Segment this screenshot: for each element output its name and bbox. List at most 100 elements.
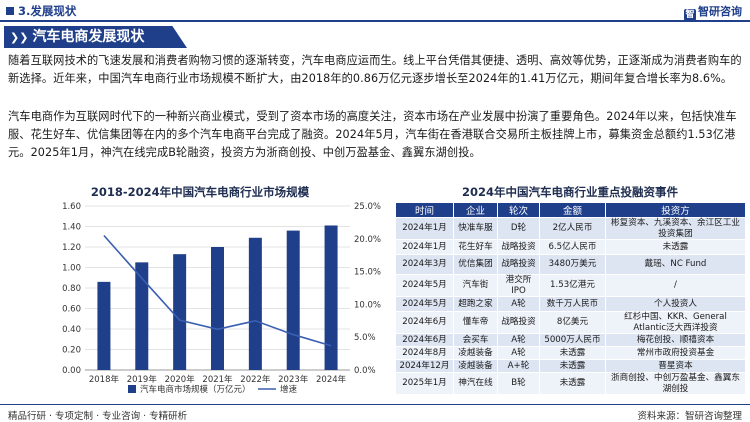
table-cell: 凌越装备 xyxy=(453,359,498,373)
table-cell: 8亿美元 xyxy=(539,311,606,334)
table-cell: 汽车街 xyxy=(453,274,498,297)
y-left-tick: 1.20 xyxy=(62,243,81,253)
bar xyxy=(97,281,111,370)
y-left-tick: 1.00 xyxy=(62,264,81,274)
y-left-tick: 0.80 xyxy=(62,284,81,294)
x-tick-label: 2021年 xyxy=(202,374,233,385)
x-tick-label: 2020年 xyxy=(165,374,196,385)
table-cell: 未透露 xyxy=(539,359,606,373)
paragraph-1: 随着互联网技术的飞速发展和消费者购物习惯的逐渐转变，汽车电商应运而生。线上平台凭… xyxy=(8,54,742,85)
bar xyxy=(173,254,187,370)
footer: 精品行研 · 专项定制 · 专业咨询 · 专精研析 资料来源：智研咨询整理 xyxy=(0,404,750,422)
table-cell: 2024年5月 xyxy=(395,296,454,312)
brand-logo: 智智研咨询 xyxy=(684,3,742,21)
bar xyxy=(286,230,300,370)
table-cell: 2024年6月 xyxy=(395,311,454,334)
table-cell: 个人投资人 xyxy=(605,296,746,312)
bar-series xyxy=(97,225,338,370)
x-tick-label: 2023年 xyxy=(278,374,309,385)
table-cell: 6.5亿人民币 xyxy=(539,239,606,255)
table-cell: 未透露 xyxy=(539,346,606,360)
footer-slogan: 精品行研 · 专项定制 · 专业咨询 · 专精研析 xyxy=(8,411,188,422)
table-row: 2024年12月 凌越装备 A+轮 未透露 晋星资本 xyxy=(395,359,746,373)
table-cell: 神汽在线 xyxy=(453,372,498,395)
legend-bar-swatch xyxy=(128,385,136,393)
y-left-tick: 0.20 xyxy=(62,346,81,356)
table-row: 2024年1月 花生好车 战略投资 6.5亿人民币 未透露 xyxy=(395,239,746,255)
legend-bar-label: 汽车电商市场规模（万亿元） xyxy=(140,384,251,395)
section-label: 3.发展现状 xyxy=(6,3,76,19)
table-cell: 彬复资本、九溪资本、余江区工业投资集团 xyxy=(605,217,746,240)
table-title: 2024年中国汽车电商行业重点投融资事件 xyxy=(461,185,678,199)
bar xyxy=(248,237,262,370)
table-row: 2024年1月 快准车服 D轮 2亿人民币 彬复资本、九溪资本、余江区工业投资集团 xyxy=(395,217,746,240)
y-right-tick: 25.0% xyxy=(354,202,381,212)
table-cell: 战略投资 xyxy=(497,254,540,275)
y-right-tick: 0.0% xyxy=(354,366,376,376)
table-cell: / xyxy=(605,274,746,297)
table-cell: 红杉中国、KKR、General Atlantic泛大西洋投资 xyxy=(605,311,746,334)
x-tick-label: 2022年 xyxy=(240,374,271,385)
table-cell: 梅花创投、顺禧资本 xyxy=(605,333,746,347)
x-tick-label: 2018年 xyxy=(89,374,120,385)
table-cell: 晋星资本 xyxy=(605,359,746,373)
y-left-tick: 0.60 xyxy=(62,305,81,315)
table-cell: 懂车帝 xyxy=(453,311,498,334)
source-note: 资料来源：智研咨询整理 xyxy=(637,411,742,422)
y-left-tick: 0.00 xyxy=(62,366,81,376)
table-cell: A轮 xyxy=(497,296,540,312)
table-cell: 战略投资 xyxy=(497,239,540,255)
legend-line-label: 增速 xyxy=(280,384,298,395)
line-series xyxy=(103,234,332,347)
table-cell: 快准车服 xyxy=(453,217,498,240)
y-right-tick: 10.0% xyxy=(354,300,381,310)
table-cell: D轮 xyxy=(497,217,540,240)
table-cell: 浙商创投、中创万盈基金、鑫翼东湖创投 xyxy=(605,372,746,395)
table-row: 2024年5月 汽车街 港交所IPO 1.53亿港元 / xyxy=(395,274,746,297)
brand-icon: 智 xyxy=(684,9,696,21)
y-left-tick: 1.40 xyxy=(62,223,81,233)
table-cell: 未透露 xyxy=(605,239,746,255)
header-company: 企业 xyxy=(453,202,498,218)
square-icon xyxy=(6,7,14,15)
table-cell: 凌越装备 xyxy=(453,346,498,360)
page-title-text: 汽车电商发展现状 xyxy=(32,29,145,45)
table-cell: 常州市政府投资基金 xyxy=(605,346,746,360)
investment-table: 时间 企业 轮次 金额 投资方 2024年1月 快准车服 D轮 2亿人民币 彬复资本、九… xyxy=(395,202,746,395)
table-cell: 2025年1月 xyxy=(395,372,454,395)
chart-legend: 汽车电商市场规模（万亿元） 增速 xyxy=(128,384,298,395)
table-cell: 1.53亿港元 xyxy=(539,274,606,297)
table-cell: 超跑之家 xyxy=(453,296,498,312)
y-left-tick: 1.60 xyxy=(62,202,81,212)
table-cell: A轮 xyxy=(497,346,540,360)
table-cell: A轮 xyxy=(497,333,540,347)
table-cell: 2024年3月 xyxy=(395,254,454,275)
table-cell: B轮 xyxy=(497,372,540,395)
table-row: 2025年1月 神汽在线 B轮 未透露 浙商创投、中创万盈基金、鑫翼东湖创投 xyxy=(395,372,746,395)
section-text: 3.发展现状 xyxy=(18,4,77,18)
x-tick-label: 2024年 xyxy=(316,374,347,385)
table-cell: 花生好车 xyxy=(453,239,498,255)
table-cell: A+轮 xyxy=(497,359,540,373)
table-cell: 2024年1月 xyxy=(395,239,454,255)
y-left-tick: 0.40 xyxy=(62,325,81,335)
paragraph-2: 汽车电商作为互联网时代下的一种新兴商业模式，受到了资本市场的高度关注，资本市场在… xyxy=(8,110,737,159)
table-cell: 2亿人民币 xyxy=(539,217,606,240)
table-cell: 5000万人民币 xyxy=(539,333,606,347)
table-header-row: 时间 企业 轮次 金额 投资方 xyxy=(395,202,746,218)
table-row: 2024年6月 懂车帝 战略投资 8亿美元 红杉中国、KKR、General Atlan… xyxy=(395,311,746,334)
page-title: ❯❯ 汽车电商发展现状 xyxy=(4,26,187,48)
header-amount: 金额 xyxy=(539,202,606,218)
table-cell: 3480万美元 xyxy=(539,254,606,275)
y-axis-left: 0.00 0.20 0.40 0.60 0.80 1.00 1.20 1.40 1.60 xyxy=(62,202,81,376)
table-row: 2024年5月 超跑之家 A轮 数千万人民币 个人投资人 xyxy=(395,296,746,312)
table-cell: 2024年8月 xyxy=(395,346,454,360)
header-investors: 投资方 xyxy=(605,202,746,218)
market-size-chart: 0.00 0.20 0.40 0.60 0.80 1.00 1.20 1.40 1.60 0.0… xyxy=(62,202,381,395)
table-cell: 未透露 xyxy=(539,372,606,395)
x-axis: 2018年 2019年 2020年 2021年 2022年 2023年 2024年 xyxy=(89,374,347,385)
table-cell: 数千万人民币 xyxy=(539,296,606,312)
table-row: 2024年6月 会买车 A轮 5000万人民币 梅花创投、顺禧资本 xyxy=(395,333,746,347)
table-cell: 2024年1月 xyxy=(395,217,454,240)
y-right-tick: 15.0% xyxy=(354,268,381,278)
